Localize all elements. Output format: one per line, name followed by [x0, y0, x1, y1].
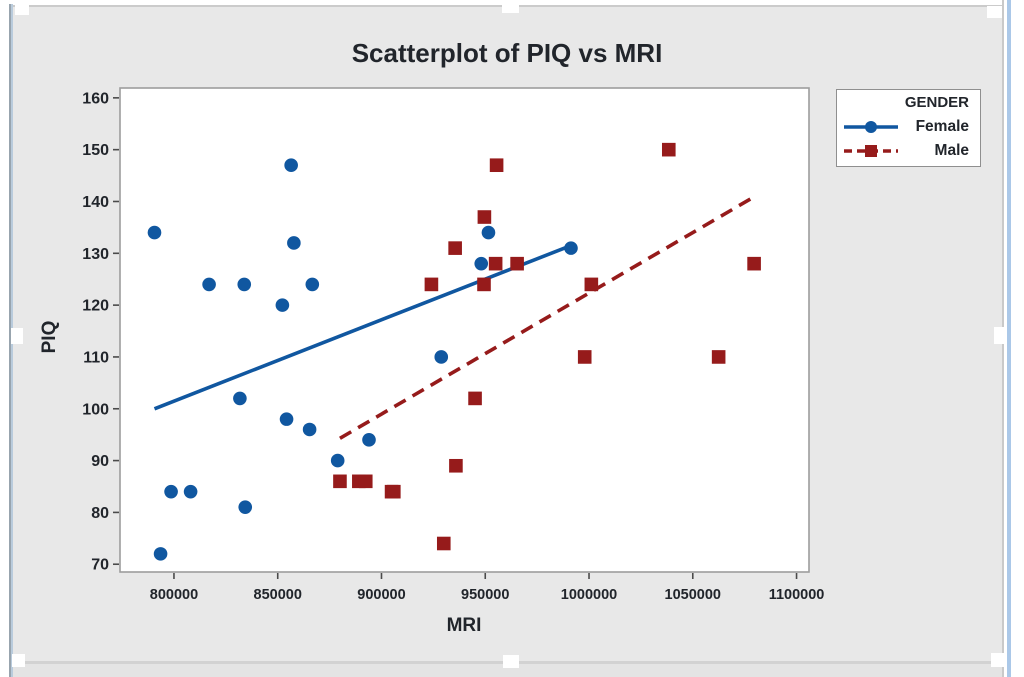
data-point-female — [434, 350, 449, 364]
data-point-female — [284, 158, 298, 173]
y-tick-label: 140 — [82, 194, 109, 211]
y-tick-label: 100 — [82, 401, 109, 418]
y-tick-label: 110 — [83, 349, 109, 366]
x-axis-title: MRI — [446, 615, 482, 636]
chart-title: Scatterplot of PIQ vs MRI — [351, 38, 663, 68]
data-point-female — [564, 241, 578, 255]
data-point-female — [183, 484, 198, 499]
legend-item-female[interactable]: Female — [843, 118, 969, 136]
selection-handle-top-right[interactable] — [987, 6, 1002, 18]
selection-handle-bottom-left[interactable] — [12, 654, 25, 667]
data-point-male — [488, 256, 503, 271]
legend[interactable]: GENDER Female Male — [836, 89, 981, 167]
x-tick-label: 1000000 — [561, 587, 617, 603]
y-tick-label: 160 — [82, 90, 109, 107]
y-tick-label: 120 — [82, 298, 109, 315]
window-edge-left — [9, 4, 11, 677]
data-point-female — [330, 453, 345, 468]
data-point-female — [481, 225, 496, 240]
data-point-male — [468, 391, 482, 406]
x-tick-label: 900000 — [357, 587, 405, 603]
legend-label-female: Female — [915, 118, 969, 136]
data-point-male — [661, 142, 676, 157]
data-point-female — [202, 277, 216, 292]
x-tick-label: 850000 — [254, 587, 302, 603]
selection-handle-top-left[interactable] — [15, 4, 29, 15]
data-point-female — [302, 422, 317, 437]
data-point-female — [305, 277, 320, 292]
female-line-marker-icon — [844, 120, 898, 133]
data-point-female — [238, 500, 253, 515]
data-point-male — [477, 210, 492, 224]
data-point-female — [164, 484, 178, 499]
legend-label-male: Male — [934, 142, 969, 160]
y-tick-label: 130 — [82, 246, 109, 263]
data-point-male — [577, 350, 592, 364]
x-tick-label: 1100000 — [769, 587, 825, 603]
y-axis-title: PIQ — [39, 320, 60, 354]
data-point-female — [287, 236, 301, 250]
data-point-male — [510, 256, 524, 271]
data-point-male — [477, 277, 491, 292]
selection-handle-top-center[interactable] — [502, 1, 519, 13]
x-tick-label: 800000 — [150, 587, 198, 603]
selection-handle-bottom-right[interactable] — [991, 653, 1005, 667]
data-point-male — [449, 458, 463, 473]
data-point-female — [275, 298, 290, 312]
selection-handle-left-center[interactable] — [11, 328, 23, 344]
data-point-male — [711, 350, 726, 364]
data-point-male — [358, 474, 373, 489]
selection-handle-bottom-center[interactable] — [503, 655, 519, 668]
x-tick-label: 950000 — [461, 587, 509, 603]
female-trend-line — [153, 243, 572, 411]
data-point-male — [489, 158, 504, 173]
y-tick-label: 150 — [82, 142, 109, 159]
data-point-male — [448, 241, 462, 255]
window-edge-right-highlight — [1007, 0, 1011, 677]
y-tick-label: 90 — [91, 453, 109, 470]
data-point-female — [147, 225, 162, 240]
y-tick-label: 80 — [91, 505, 109, 522]
y-tick-label: 70 — [91, 557, 109, 574]
data-point-female — [362, 433, 376, 447]
data-point-female — [233, 391, 247, 406]
male-trend-line — [339, 195, 756, 440]
data-point-male — [584, 277, 599, 292]
data-point-male — [747, 256, 761, 271]
male-line-marker-icon — [844, 145, 898, 157]
data-point-female — [237, 277, 252, 292]
data-point-female — [279, 412, 294, 426]
x-tick-label: 1050000 — [665, 587, 721, 603]
selection-handle-right-center[interactable] — [994, 327, 1005, 344]
data-point-male — [333, 474, 347, 489]
data-point-male — [424, 277, 439, 292]
data-point-male — [387, 484, 401, 499]
legend-item-male[interactable]: Male — [843, 142, 969, 160]
data-point-male — [436, 536, 451, 551]
data-point-female — [474, 256, 489, 271]
legend-title: GENDER — [904, 94, 969, 111]
data-point-female — [153, 547, 168, 561]
